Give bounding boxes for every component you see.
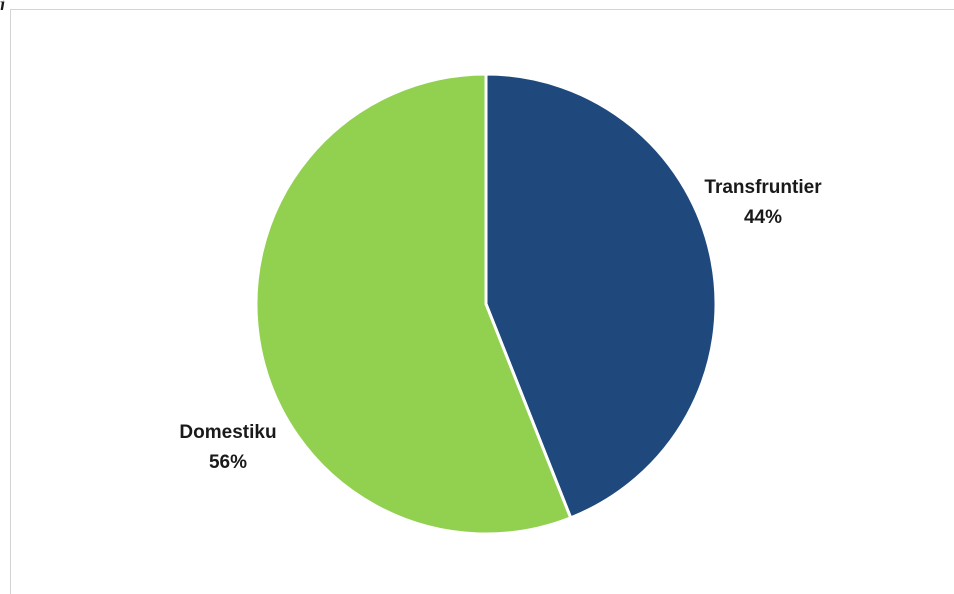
chart-area — [10, 9, 954, 594]
slice-value-label-domestiku: 56% — [209, 452, 247, 473]
slice-label-transfruntier: Transfruntier 44% — [704, 177, 822, 228]
pie-slices — [254, 72, 718, 536]
pie-slice-domestiku — [254, 72, 573, 536]
slice-category-label-domestiku: Domestiku — [179, 422, 276, 443]
slice-label-domestiku: Domestiku 56% — [179, 422, 276, 473]
pie-slice-transfruntier — [484, 72, 718, 520]
slice-category-label-transfruntier: Transfruntier — [704, 177, 822, 198]
slice-value-label-transfruntier: 44% — [744, 207, 782, 228]
corner-glyph: j — [0, 0, 6, 10]
